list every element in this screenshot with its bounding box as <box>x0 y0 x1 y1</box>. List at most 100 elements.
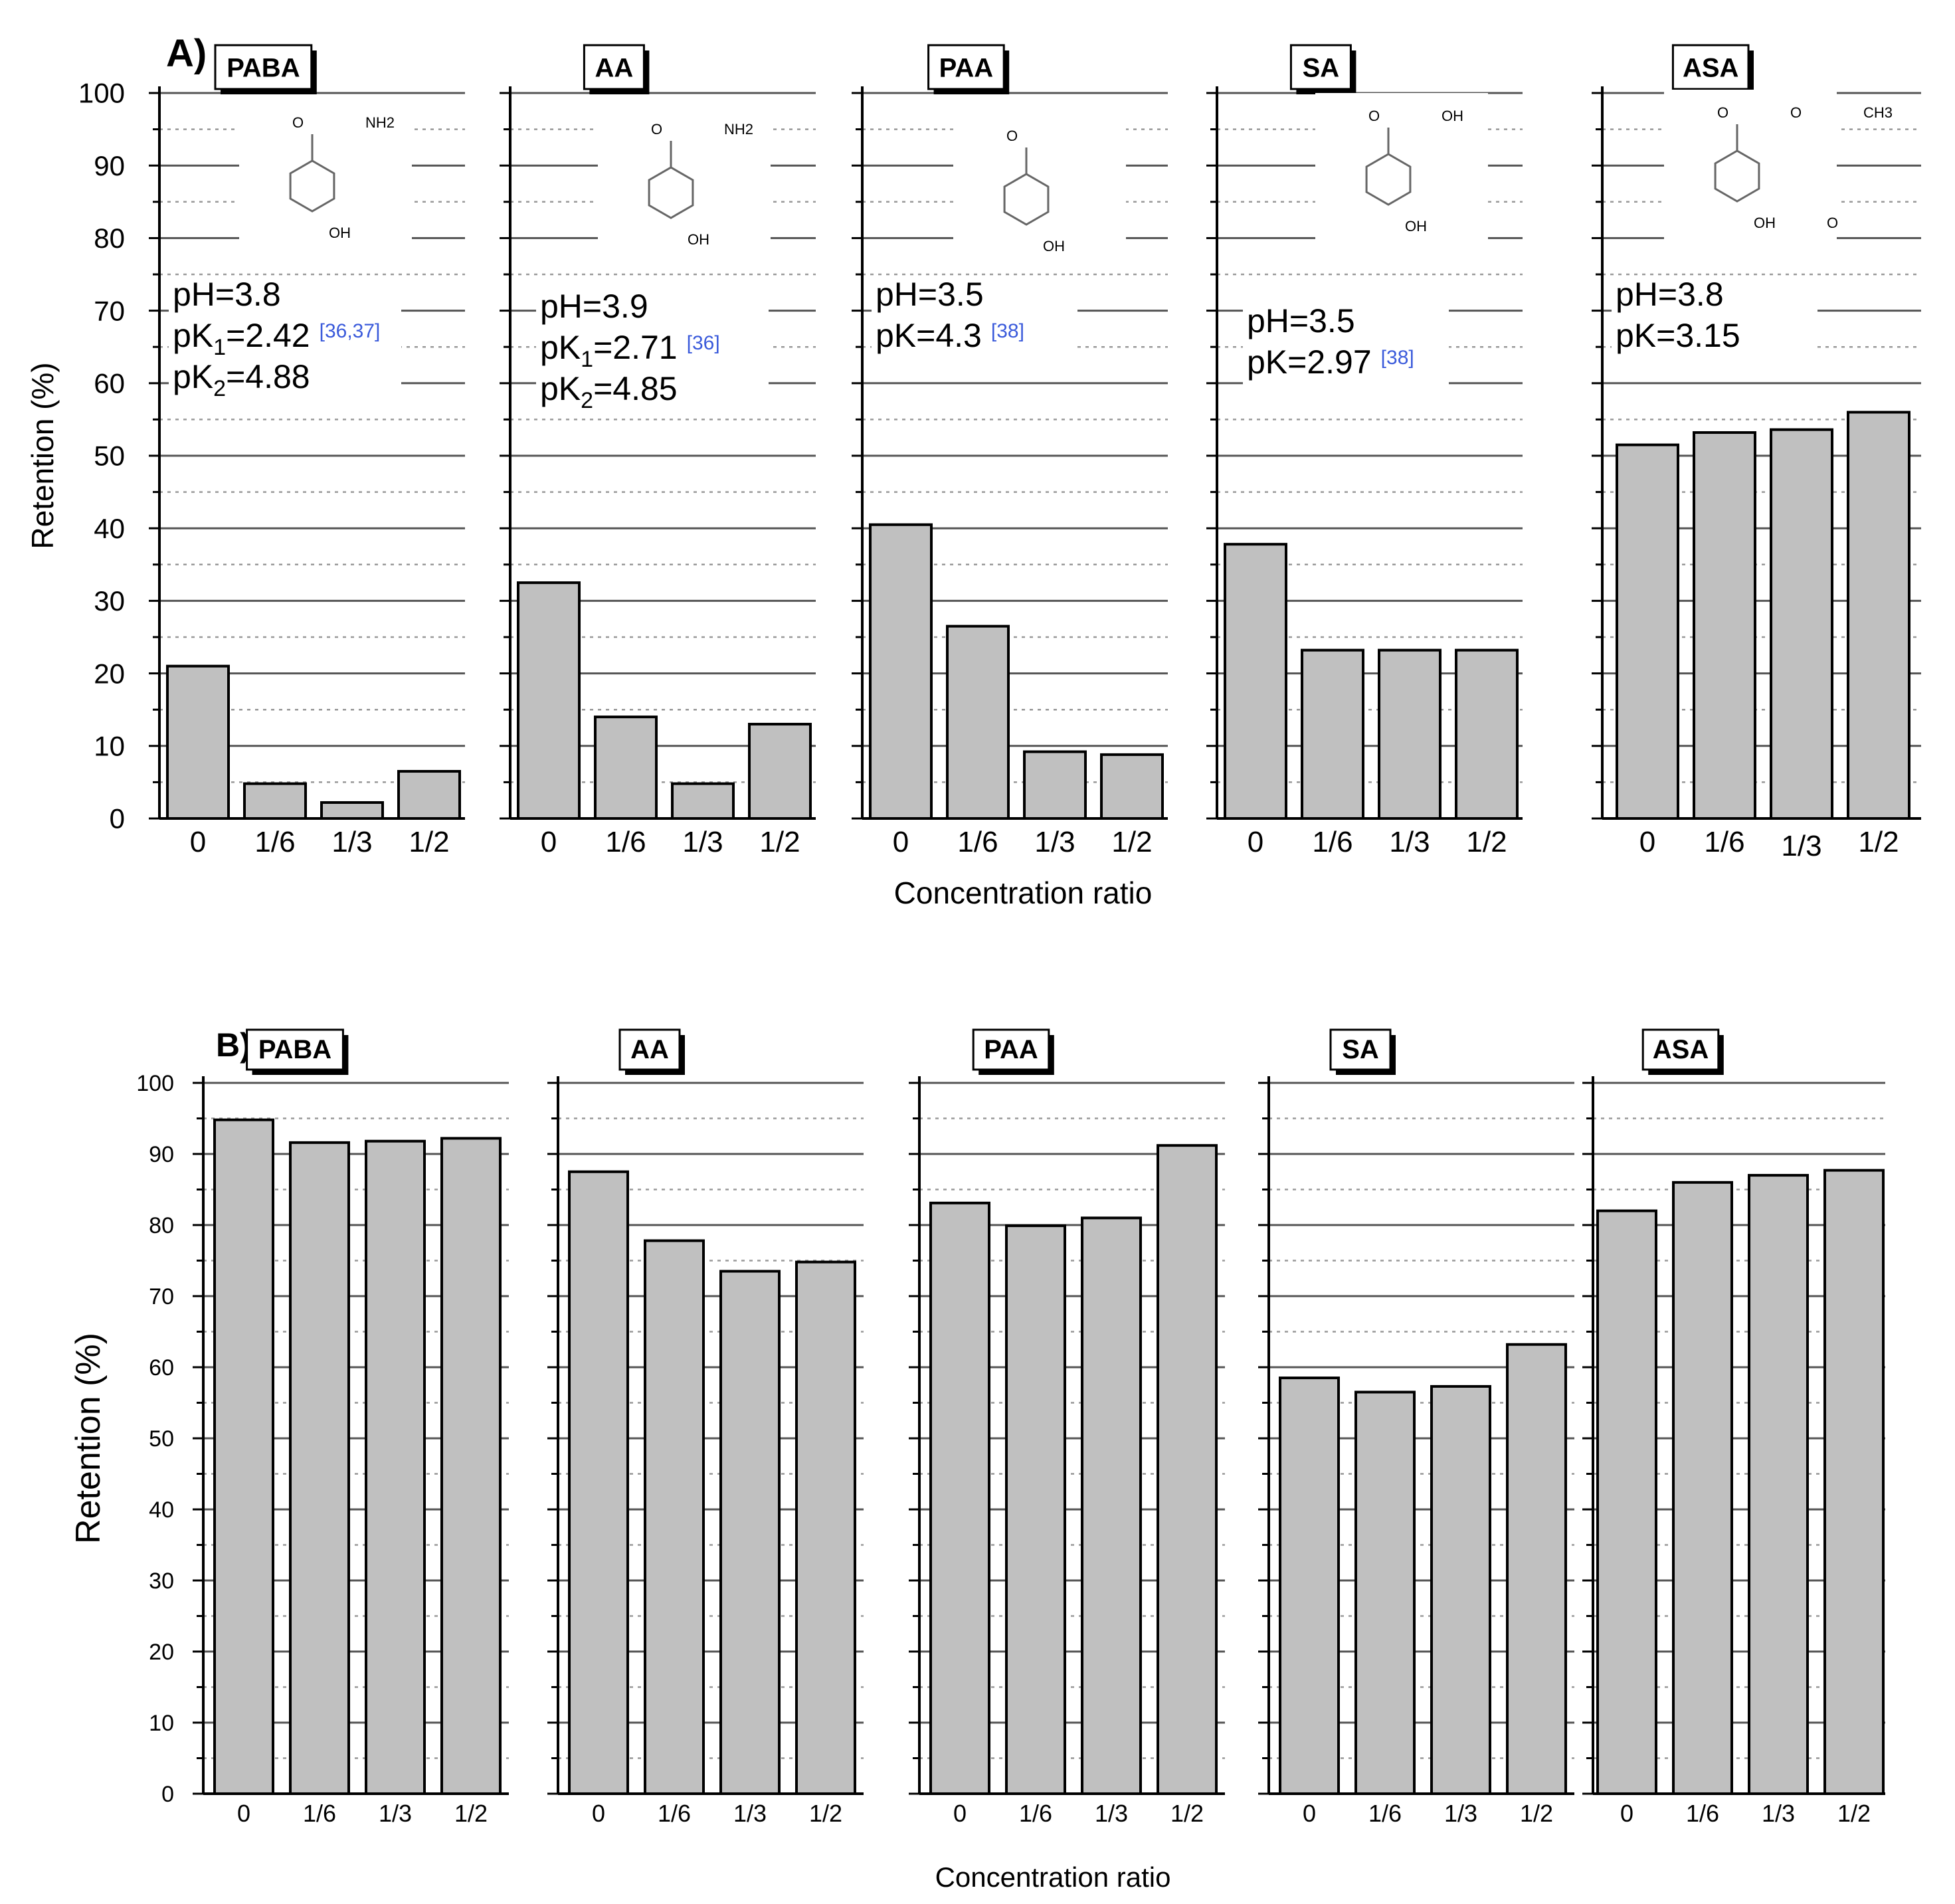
bar-sa-3 <box>1506 1343 1567 1795</box>
y-tick-label: 50 <box>149 1426 174 1452</box>
x-tick-label: 1/6 <box>658 1800 691 1827</box>
compound-name: PABA <box>258 1035 331 1064</box>
note-line: pH=3.8 <box>173 276 281 313</box>
functional-group: OH <box>688 231 709 248</box>
bar-paa-2 <box>1023 750 1087 820</box>
y-tick-label: 60 <box>94 368 125 399</box>
subplot-sa: 0 1/6 1/3 1/2 SA <box>1258 1028 1574 1827</box>
y-tick-label: 30 <box>94 585 125 617</box>
x-tick-label: 1/6 <box>303 1800 336 1827</box>
bar-paba-0 <box>166 664 230 820</box>
x-tick-label: 0 <box>237 1800 250 1827</box>
y-tick-label: 70 <box>149 1284 174 1309</box>
y-tick-label: 100 <box>136 1071 174 1096</box>
note-subscript: 1 <box>213 335 226 360</box>
x-tick-label: 1/2 <box>1520 1800 1553 1827</box>
x-tick-label: 1/3 <box>1444 1800 1477 1827</box>
x-tick-label: 1/2 <box>1111 826 1152 858</box>
note-value: =4.85 <box>593 370 678 407</box>
x-tick-label: 1/3 <box>1095 1800 1128 1827</box>
y-axis-label: Retention (%) <box>69 1333 108 1544</box>
bar-paba-1 <box>243 782 307 820</box>
compound-box <box>1289 44 1352 90</box>
note-line: pK2=4.88 <box>173 358 310 401</box>
y-tick-label: 40 <box>149 1497 174 1523</box>
functional-group: O <box>1790 104 1802 121</box>
subplot-paa: 0 1/6 1/3 1/2 PAA pH=3.5 pK=4.3 [38] <box>852 44 1168 858</box>
functional-group: NH2 <box>365 114 395 131</box>
note-value: =2.71 <box>593 329 678 366</box>
note-background <box>1612 278 1817 359</box>
molecule-background <box>598 106 771 259</box>
y-tick-label: 80 <box>94 223 125 254</box>
bar-sa-3 <box>1455 648 1519 820</box>
note-background <box>536 290 769 404</box>
note-line: pH=3.5 <box>1247 302 1355 339</box>
x-tick-label: 0 <box>893 826 909 858</box>
bar-aa-2 <box>671 782 735 820</box>
x-tick-label: 1/2 <box>409 826 449 858</box>
bar-paba-3 <box>440 1137 502 1795</box>
functional-group: O <box>651 121 662 138</box>
bar-sa-0 <box>1279 1377 1340 1796</box>
note-pk: pK=2.97 <box>1247 343 1372 381</box>
y-tick-label: 90 <box>94 150 125 181</box>
x-tick-label: 1/3 <box>1781 830 1821 862</box>
x-tick-label: 1/3 <box>733 1800 767 1827</box>
functional-group: OH <box>1043 238 1065 254</box>
note-subscript: 2 <box>581 388 593 413</box>
molecule-paa: O OH <box>953 113 1126 266</box>
bar-paba-2 <box>320 801 384 820</box>
panel-b: B) 0 10 20 30 40 50 60 70 80 90 100 Retention (%) Con… <box>69 1026 1885 1893</box>
bar-asa-2 <box>1770 428 1833 820</box>
functional-group: O <box>1368 108 1380 124</box>
functional-group: OH <box>329 225 351 241</box>
x-tick-label: 1/2 <box>1858 826 1899 858</box>
note-pk: pK <box>173 317 213 354</box>
x-tick-label: 0 <box>592 1800 605 1827</box>
note-background <box>169 278 401 392</box>
subplot-paa: 0 1/6 1/3 1/2 PAA <box>909 1028 1225 1827</box>
bar-asa-0 <box>1616 443 1679 820</box>
bar-paba-2 <box>365 1139 426 1795</box>
bar-sa-1 <box>1301 648 1364 820</box>
x-tick-label: 0 <box>190 826 206 858</box>
y-tick-label: 60 <box>149 1355 174 1380</box>
y-tick-label: 10 <box>94 731 125 762</box>
bar-sa-2 <box>1378 648 1442 820</box>
y-axis-label: Retention (%) <box>25 362 60 549</box>
compound-box <box>214 44 313 90</box>
bar-aa-1 <box>594 715 658 820</box>
compound-name: PAA <box>939 54 993 83</box>
x-tick-label: 1/2 <box>809 1800 842 1827</box>
bar-aa-2 <box>719 1270 781 1796</box>
bar-paba-0 <box>213 1118 274 1795</box>
y-tick-label: 70 <box>94 295 125 326</box>
note-value: =4.88 <box>226 358 310 395</box>
bar-asa-0 <box>1596 1209 1657 1795</box>
x-tick-label: 1/6 <box>605 826 646 858</box>
functional-group: CH3 <box>1863 104 1893 121</box>
x-tick-label: 1/3 <box>682 826 723 858</box>
functional-group: O <box>1827 215 1838 231</box>
benzene-ring <box>289 159 335 213</box>
functional-group: O <box>1006 128 1018 144</box>
x-tick-label: 0 <box>1620 1800 1633 1827</box>
bar-paa-3 <box>1157 1144 1218 1796</box>
x-tick-label: 0 <box>1248 826 1263 858</box>
note-pk: pK <box>540 329 581 366</box>
molecule-aa: O OH NH2 <box>598 106 771 259</box>
functional-group: OH <box>1442 108 1463 124</box>
compound-name: AA <box>595 54 634 83</box>
note-line: pK1=2.42 [36,37] <box>173 317 380 360</box>
x-tick-label: 1/6 <box>1704 826 1744 858</box>
note-background <box>1243 304 1449 385</box>
benzene-ring <box>648 166 694 219</box>
note-line: pH=3.5 <box>876 276 984 313</box>
compound-box <box>583 44 645 90</box>
bar-paa-0 <box>869 523 933 820</box>
bar-sa-2 <box>1430 1384 1491 1795</box>
x-tick-label: 0 <box>953 1800 967 1827</box>
bar-paa-2 <box>1081 1216 1142 1796</box>
